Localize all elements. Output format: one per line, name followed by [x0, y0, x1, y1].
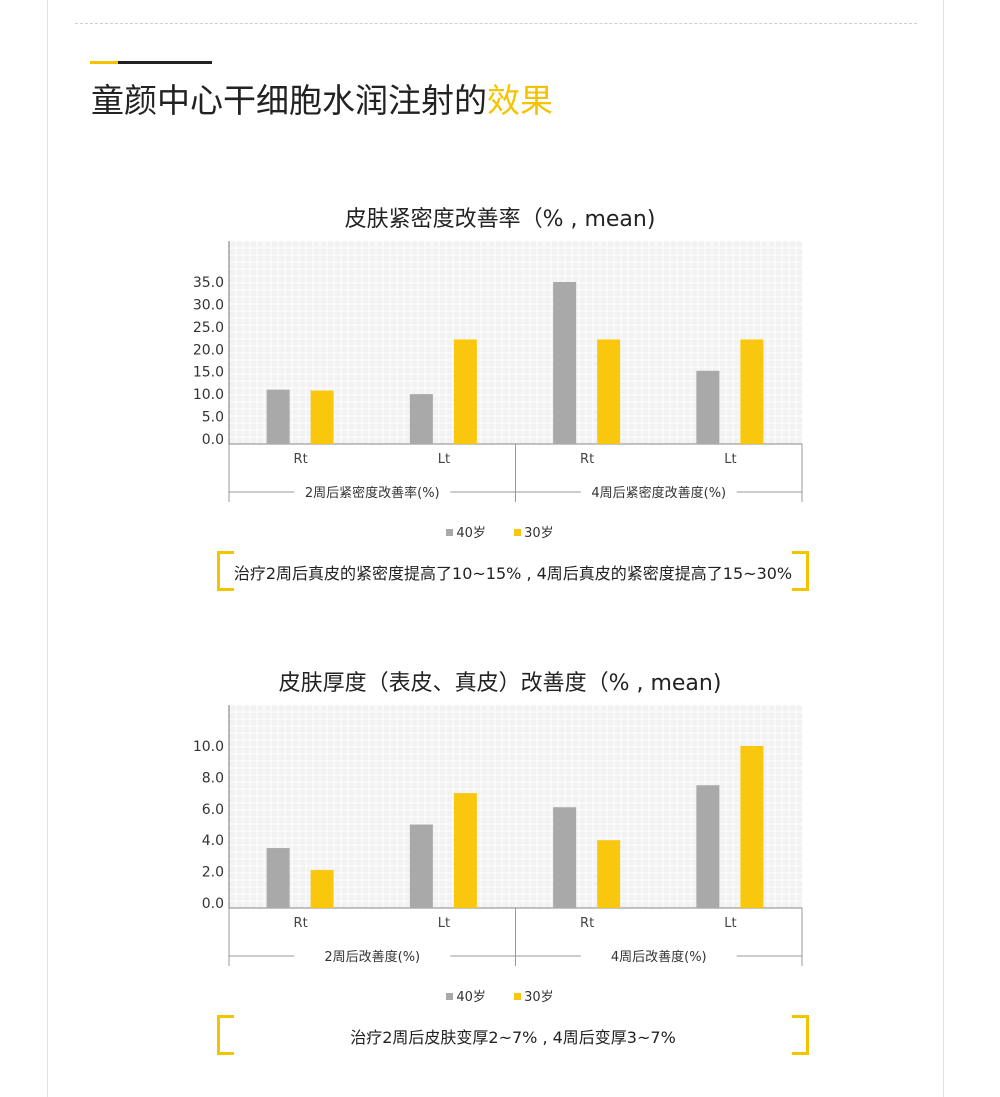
y-tick-label: 15.0 — [193, 365, 224, 381]
group-label: 2周后改善度(%) — [324, 949, 420, 965]
chart2-plot: 0.0 2.0 4.0 6.0 8.0 10.0 Rt Lt Rt Lt 2周后改善度(%) 4周后改… — [193, 704, 803, 966]
y-tick-label: 2.0 — [202, 865, 224, 881]
right-bracket — [792, 551, 809, 591]
legend-label: 30岁 — [524, 526, 554, 541]
bar-yellow — [740, 339, 764, 444]
page-title-highlight: 效果 — [487, 81, 553, 120]
title-underline-bar — [118, 61, 212, 64]
y-tick-label: 4.0 — [202, 833, 224, 849]
legend-swatch-yellow — [514, 529, 522, 536]
y-tick-label: 5.0 — [202, 410, 224, 426]
bar-yellow — [597, 840, 621, 908]
bar-gray — [696, 370, 720, 444]
y-tick-label: 10.0 — [193, 387, 224, 403]
title-accent-bar — [90, 61, 118, 64]
chart1-legend: 40岁 30岁 — [0, 522, 1000, 541]
y-tick-label: 0.0 — [202, 896, 224, 912]
legend-item-30: 30岁 — [514, 522, 554, 541]
x-tick-label: Lt — [438, 916, 450, 931]
legend-item-40: 40岁 — [446, 522, 486, 541]
bar-gray — [409, 394, 433, 444]
y-tick-label: 10.0 — [193, 739, 224, 755]
chart2-note-text: 治疗2周后皮肤变厚2~7% , 4周后变厚3~7% — [350, 1028, 676, 1047]
y-tick-label: 25.0 — [193, 320, 224, 336]
legend-label: 40岁 — [456, 526, 486, 541]
legend-swatch-gray — [446, 993, 454, 1000]
bar-yellow — [310, 390, 334, 444]
chart1-note-text: 治疗2周后真皮的紧密度提高了10~15% , 4周后真皮的紧密度提高了15~30… — [233, 564, 793, 583]
y-tick-label: 30.0 — [193, 297, 224, 313]
bar-yellow — [453, 339, 477, 444]
bar-gray — [553, 282, 577, 444]
chart1-title: 皮肤紧密度改善率（% , mean) — [344, 207, 656, 232]
left-bracket — [217, 551, 234, 591]
left-bracket — [217, 1015, 234, 1055]
bar-yellow — [453, 793, 477, 908]
chart2-legend: 40岁 30岁 — [0, 986, 1000, 1005]
group-label: 4周后紧密度改善度(%) — [591, 485, 726, 501]
y-tick-label: 20.0 — [193, 342, 224, 358]
x-tick-label: Lt — [438, 452, 450, 467]
y-tick-label: 8.0 — [202, 770, 224, 786]
group-label: 2周后紧密度改善率(%) — [305, 485, 440, 501]
content-card — [47, 0, 944, 1097]
bar-gray — [409, 824, 433, 908]
group-label: 4周后改善度(%) — [611, 949, 707, 965]
chart2-title: 皮肤厚度（表皮、真皮）改善度（% , mean) — [278, 671, 722, 696]
legend-label: 30岁 — [524, 990, 554, 1005]
bar-yellow — [597, 339, 621, 444]
chart1-note: 治疗2周后真皮的紧密度提高了10~15% , 4周后真皮的紧密度提高了15~30… — [217, 551, 809, 591]
chart2-note: 治疗2周后皮肤变厚2~7% , 4周后变厚3~7% — [217, 1015, 809, 1055]
page-title: 童颜中心干细胞水润注射的效果 — [91, 74, 553, 122]
x-tick-label: Rt — [294, 916, 308, 931]
legend-swatch-gray — [446, 529, 454, 536]
chart1-plot: 0.0 5.0 10.0 15.0 20.0 25.0 30.0 35.0 Rt Lt Rt Lt 2周… — [193, 240, 803, 502]
bar-yellow — [740, 746, 764, 908]
x-tick-label: Lt — [724, 452, 736, 467]
y-tick-label: 0.0 — [202, 432, 224, 448]
bar-gray — [553, 807, 577, 908]
y-tick-label: 35.0 — [193, 275, 224, 291]
legend-label: 40岁 — [456, 990, 486, 1005]
x-tick-label: Rt — [580, 452, 594, 467]
bar-gray — [266, 848, 290, 908]
bar-gray — [696, 785, 720, 908]
y-tick-label: 6.0 — [202, 802, 224, 818]
x-tick-label: Rt — [580, 916, 594, 931]
x-tick-label: Lt — [724, 916, 736, 931]
right-bracket — [792, 1015, 809, 1055]
dashed-divider — [75, 23, 917, 24]
page-title-main: 童颜中心干细胞水润注射的 — [91, 81, 487, 120]
legend-item-30: 30岁 — [514, 986, 554, 1005]
legend-swatch-yellow — [514, 993, 522, 1000]
x-tick-label: Rt — [294, 452, 308, 467]
bar-yellow — [310, 870, 334, 908]
legend-item-40: 40岁 — [446, 986, 486, 1005]
bar-gray — [266, 389, 290, 444]
